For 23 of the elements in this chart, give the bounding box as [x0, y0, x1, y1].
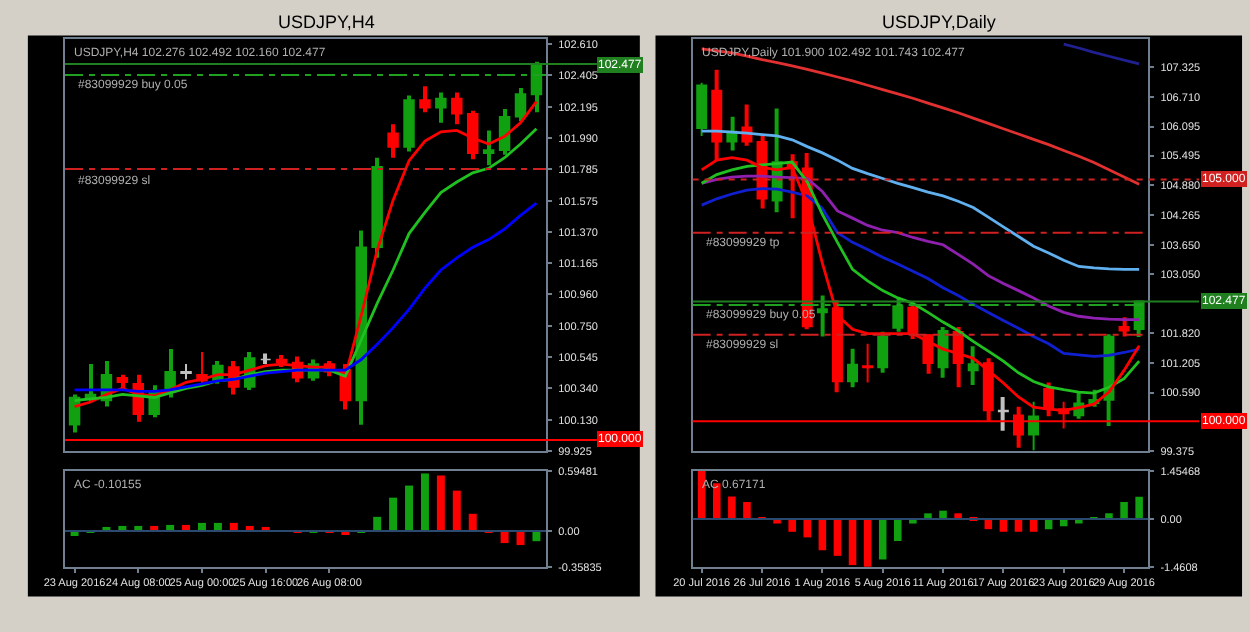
chart-title: USDJPY,H4 [278, 12, 375, 32]
bar [1120, 502, 1128, 519]
bar [848, 518, 857, 566]
line-series [700, 47, 1141, 186]
bar [405, 485, 414, 531]
bar [1135, 496, 1143, 519]
bar [436, 475, 445, 531]
bar [389, 497, 398, 531]
chart-title: USDJPY,Daily [882, 12, 997, 32]
bar [452, 490, 461, 531]
bar [894, 518, 902, 542]
bar [743, 502, 751, 519]
bar [788, 518, 796, 532]
candlestick [259, 353, 272, 365]
bar [420, 473, 429, 531]
bar [833, 518, 842, 556]
bar [863, 518, 872, 567]
bar [468, 513, 477, 531]
bar [373, 516, 382, 531]
candlestick [862, 343, 874, 383]
line-series [1062, 42, 1141, 66]
bar [728, 496, 736, 519]
bar [500, 530, 509, 544]
